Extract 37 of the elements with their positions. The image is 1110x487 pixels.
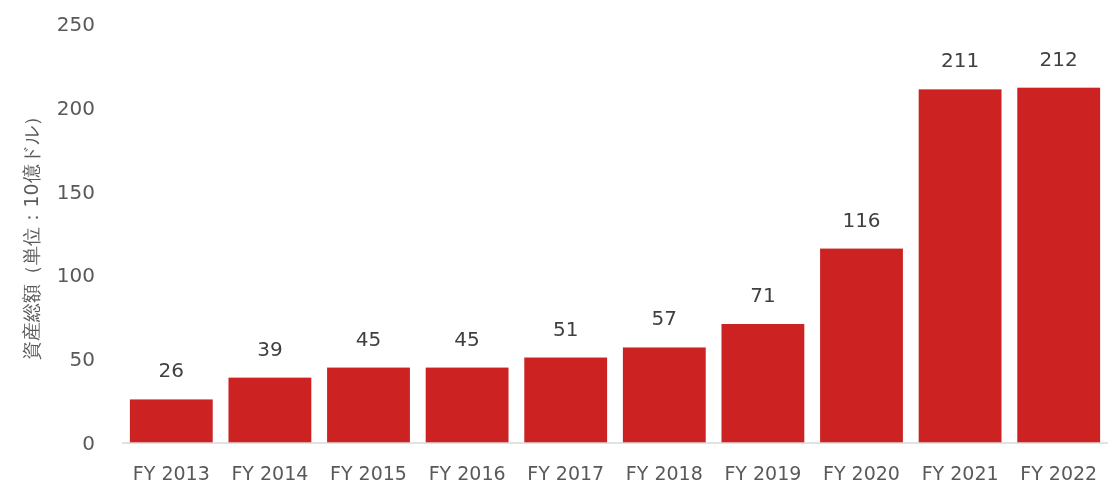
data-label: 39 bbox=[257, 336, 283, 361]
x-tick-label: FY 2018 bbox=[625, 462, 703, 484]
bar bbox=[425, 367, 509, 443]
y-tick-label: 0 bbox=[82, 431, 95, 455]
data-label: 212 bbox=[1039, 46, 1078, 71]
x-tick-label: FY 2014 bbox=[231, 462, 309, 484]
x-tick-label: FY 2022 bbox=[1020, 462, 1098, 484]
data-label: 116 bbox=[842, 207, 881, 232]
y-axis-title: 資産総額（単位：10億ドル） bbox=[20, 107, 42, 360]
data-label: 71 bbox=[750, 283, 776, 307]
x-tick-label: FY 2015 bbox=[330, 462, 407, 484]
bar bbox=[327, 367, 410, 443]
bar bbox=[129, 399, 213, 443]
bar bbox=[524, 357, 608, 443]
y-tick-label: 100 bbox=[56, 263, 95, 288]
y-tick-label: 150 bbox=[56, 179, 95, 204]
data-label: 45 bbox=[454, 326, 480, 351]
x-tick-label: FY 2017 bbox=[527, 462, 605, 484]
data-label: 211 bbox=[941, 48, 980, 73]
bar bbox=[820, 248, 903, 443]
x-tick-label: FY 2019 bbox=[724, 462, 802, 484]
y-tick-label: 250 bbox=[56, 12, 95, 36]
y-tick-label: 50 bbox=[69, 347, 95, 372]
bar bbox=[721, 324, 805, 443]
bar bbox=[228, 377, 312, 443]
data-label: 51 bbox=[552, 316, 579, 341]
x-tick-label: FY 2016 bbox=[428, 462, 506, 484]
bar bbox=[622, 347, 706, 443]
y-tick-label: 200 bbox=[56, 95, 95, 120]
bar bbox=[1017, 87, 1101, 443]
bar bbox=[918, 89, 1002, 443]
data-label: 26 bbox=[158, 358, 185, 383]
x-tick-label: FY 2021 bbox=[921, 462, 999, 484]
data-label: 57 bbox=[651, 306, 678, 331]
x-tick-label: FY 2020 bbox=[823, 462, 900, 484]
data-label: 45 bbox=[355, 326, 382, 351]
x-tick-label: FY 2013 bbox=[132, 462, 210, 484]
